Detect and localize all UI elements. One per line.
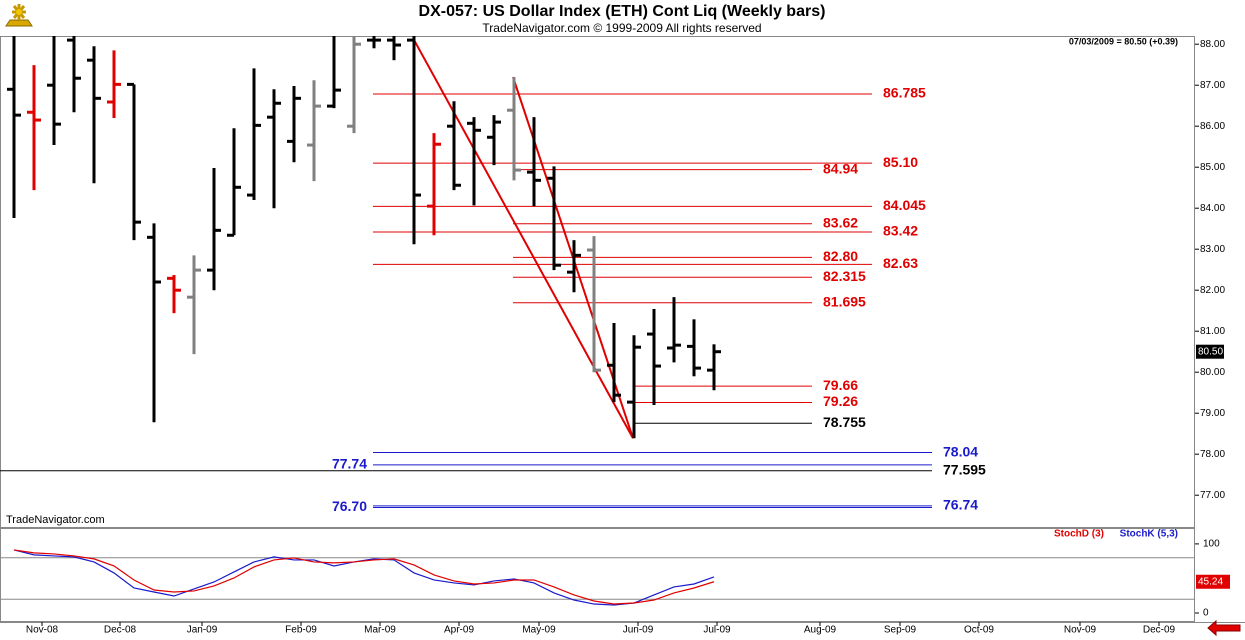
x-tick-label: Jul-09 xyxy=(703,625,731,636)
level-label: 78.755 xyxy=(823,414,866,430)
logo xyxy=(5,4,33,27)
x-tick-label: Jan-09 xyxy=(187,625,218,636)
main-plot xyxy=(0,36,932,508)
level-label: 82.80 xyxy=(823,248,858,264)
level-label: 76.74 xyxy=(943,497,978,513)
level-label: 81.695 xyxy=(823,293,866,309)
legend-entry: StochK (5,3) xyxy=(1120,529,1178,540)
x-tick-label: Oct-09 xyxy=(964,625,994,636)
x-tick-label: Dec-09 xyxy=(1143,625,1176,636)
x-tick-label: Jun-09 xyxy=(623,625,654,636)
level-label: 76.70 xyxy=(332,498,367,514)
y-tick-label: 83.00 xyxy=(1200,244,1225,255)
stoch-line xyxy=(13,549,715,605)
level-label: 82.315 xyxy=(823,268,866,284)
y-tick-label: 87.00 xyxy=(1200,80,1225,91)
stoch-panel-border xyxy=(0,528,1195,622)
overlay: 77.00 78.00 79.00 80.00 81.00 82.00 83.00 84.00… xyxy=(26,39,1230,636)
last-value-label: 45.24 xyxy=(1198,576,1223,587)
x-tick-label: Feb-09 xyxy=(285,625,317,636)
last-value-box xyxy=(1196,574,1230,589)
trend-line xyxy=(412,37,634,439)
x-tick-label: Sep-09 xyxy=(884,625,917,636)
scroll-arrow[interactable] xyxy=(1207,619,1241,637)
level-label: 83.62 xyxy=(823,214,858,230)
level-label: 86.785 xyxy=(883,85,926,101)
y-tick-label: 84.00 xyxy=(1200,203,1225,214)
level-label: 84.94 xyxy=(823,160,858,176)
y-tick-label: 79.00 xyxy=(1200,408,1225,419)
level-label: 77.595 xyxy=(943,462,986,478)
x-tick-label: Nov-08 xyxy=(26,625,59,636)
level-label: 79.26 xyxy=(823,393,858,409)
x-tick-label: Aug-09 xyxy=(804,625,837,636)
level-label: 84.045 xyxy=(883,197,926,213)
chart-title: DX-057: US Dollar Index (ETH) Cont Liq (… xyxy=(419,3,826,20)
y-tick-label: 88.00 xyxy=(1200,39,1225,50)
level-label: 82.63 xyxy=(883,255,918,271)
x-tick-label: Dec-08 xyxy=(104,625,137,636)
watermark: TradeNavigator.com xyxy=(6,514,105,526)
level-label: 83.42 xyxy=(883,223,918,239)
y-tick-label: 0 xyxy=(1203,608,1209,619)
last-price-label: 80.50 xyxy=(1198,346,1223,357)
y-tick-label: 86.00 xyxy=(1200,121,1225,132)
y-tick-label: 82.00 xyxy=(1200,285,1225,296)
y-tick-label: 100 xyxy=(1203,539,1220,550)
y-tick-label: 81.00 xyxy=(1200,326,1225,337)
last-price-box xyxy=(1196,344,1224,359)
chart-subtitle: TradeNavigator.com © 1999-2009 All right… xyxy=(482,21,761,35)
level-label: 78.04 xyxy=(943,443,978,459)
legend-entry: StochD (3) xyxy=(1054,529,1104,540)
y-tick-label: 77.00 xyxy=(1200,490,1225,501)
level-label: 79.66 xyxy=(823,377,858,393)
y-tick-label: 80.00 xyxy=(1200,367,1225,378)
x-tick-label: Nov-09 xyxy=(1064,625,1097,636)
x-tick-label: May-09 xyxy=(522,625,556,636)
level-label: 85.10 xyxy=(883,154,918,170)
main-panel-border xyxy=(0,36,1195,528)
y-tick-label: 78.00 xyxy=(1200,449,1225,460)
stoch-plot xyxy=(0,549,1195,606)
x-tick-label: Apr-09 xyxy=(444,625,474,636)
info-text: 07/03/2009 = 80.50 (+0.39) xyxy=(1069,36,1178,46)
level-label: 77.74 xyxy=(332,456,367,472)
y-tick-label: 85.00 xyxy=(1200,162,1225,173)
x-tick-label: Mar-09 xyxy=(364,625,396,636)
